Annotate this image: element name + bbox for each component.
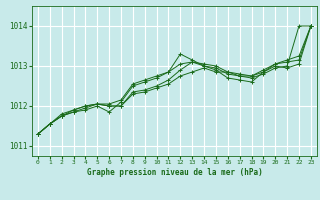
X-axis label: Graphe pression niveau de la mer (hPa): Graphe pression niveau de la mer (hPa): [86, 168, 262, 177]
